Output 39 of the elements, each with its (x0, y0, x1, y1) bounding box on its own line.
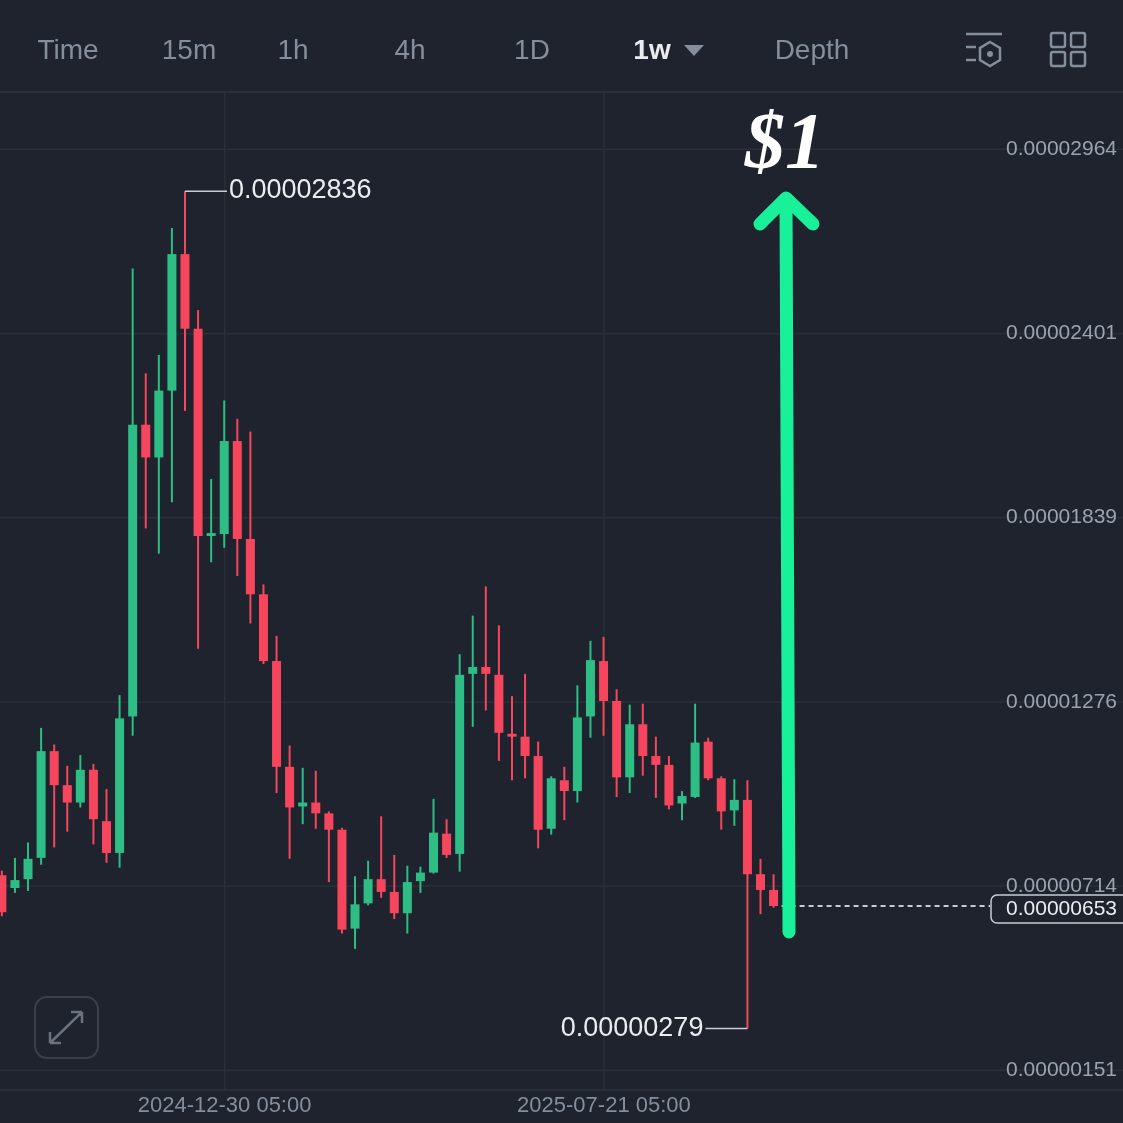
candlestick (756, 857, 765, 916)
y-tick-label: 0.00002964 (1006, 135, 1118, 159)
y-tick-label: 0.00001839 (1006, 504, 1117, 528)
candlestick (415, 865, 425, 894)
candlestick (559, 765, 569, 822)
candlestick (389, 853, 399, 921)
annotation: 0.00000279 (560, 1011, 704, 1042)
x-tick-label: 2024-12-30 05:00 (137, 1091, 312, 1117)
y-tick-label: 0.00001276 (1006, 688, 1117, 712)
candlestick (468, 614, 478, 728)
x-tick-label: 2025-07-21 05:00 (517, 1091, 691, 1117)
candlestick (520, 672, 530, 780)
text: 1D (514, 34, 550, 66)
candlestick (507, 695, 517, 782)
y-tick-label: 0.00002401 (1006, 320, 1117, 344)
annotation: $1 (744, 97, 825, 186)
y-tick-label: 0.00000714 (1006, 872, 1118, 896)
text: 1h (277, 34, 309, 66)
y-tick-label: 0.00000151 (1006, 1056, 1117, 1080)
text: Depth (774, 34, 850, 66)
annotation: 0.00002836 (228, 174, 372, 205)
text: 4h (394, 34, 426, 66)
candlestick (442, 818, 452, 859)
candlestick (729, 778, 739, 827)
ref-line-label: 0.00000653 (1006, 895, 1117, 919)
candlestick (376, 815, 386, 899)
text: Time (37, 34, 99, 66)
candlestick (651, 735, 661, 799)
candlestick (769, 873, 779, 909)
candlestick (206, 478, 216, 564)
candlestick (62, 764, 72, 833)
candlestick (23, 841, 33, 892)
candlestick (10, 856, 20, 894)
text: 1w (633, 34, 671, 66)
candlestick (481, 585, 491, 712)
candlestick (677, 790, 687, 822)
candlestick (311, 769, 321, 830)
candlestick (324, 810, 334, 884)
text: 15m (161, 34, 217, 66)
